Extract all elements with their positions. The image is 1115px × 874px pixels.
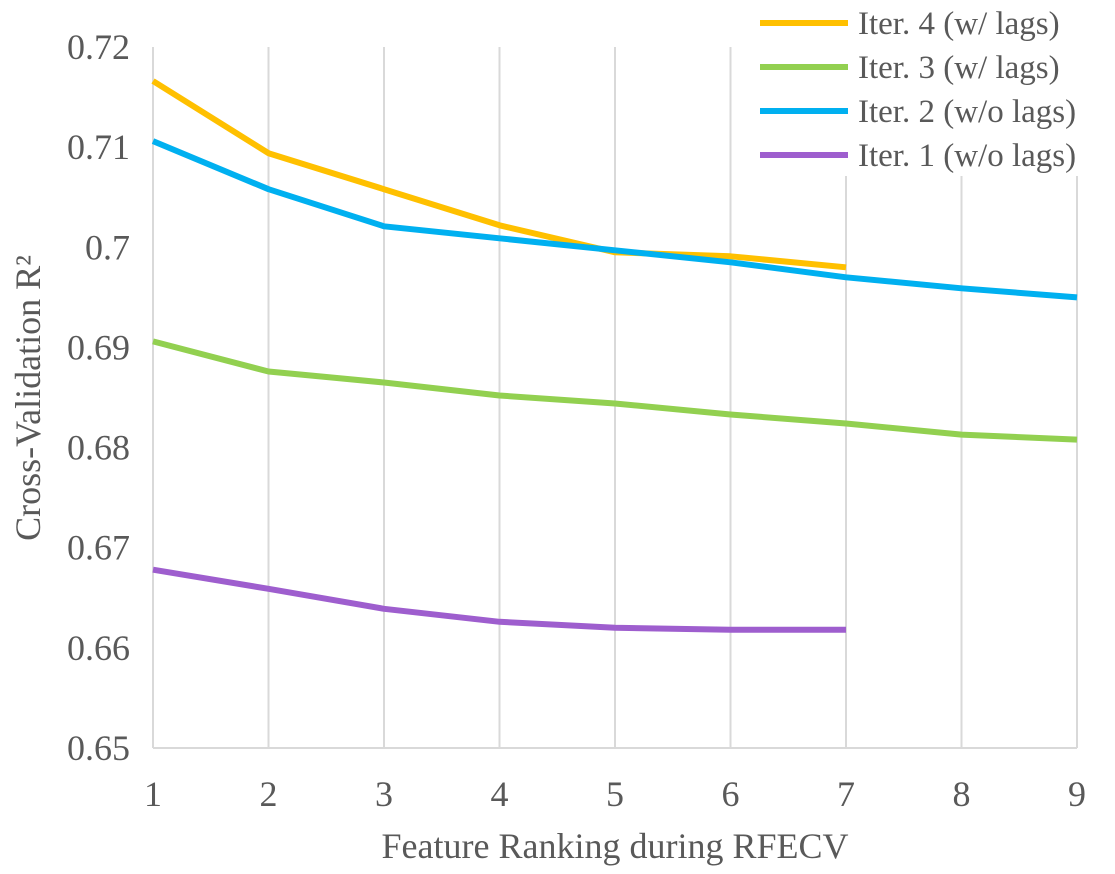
series-line-2 — [152, 338, 1078, 443]
x-tick-label: 5 — [606, 774, 624, 814]
y-tick-label: 0.71 — [67, 127, 130, 167]
axes — [152, 47, 1077, 749]
y-tick-label: 0.65 — [67, 728, 130, 768]
series-lines — [151, 78, 1078, 633]
series-line-4 — [152, 566, 846, 633]
x-tick-label: 6 — [722, 774, 740, 814]
legend-label-2: Iter. 3 (w/ lags) — [858, 50, 1060, 86]
y-tick-label: 0.69 — [67, 327, 130, 367]
x-tick-label: 3 — [375, 774, 393, 814]
legend: Iter. 4 (w/ lags) Iter. 3 (w/ lags) Iter. … — [745, 0, 1115, 176]
legend-label-3: Iter. 2 (w/o lags) — [858, 94, 1076, 130]
legend-label-4: Iter. 1 (w/o lags) — [858, 138, 1076, 174]
series-line-3 — [151, 138, 1078, 301]
y-tick-label: 0.67 — [67, 528, 130, 568]
series-line-1 — [151, 78, 847, 271]
x-tick-label: 7 — [837, 774, 855, 814]
y-tick-label: 0.66 — [67, 628, 130, 668]
y-axis-ticks: 0.65 0.66 0.67 0.68 0.69 0.7 0.71 0.72 — [67, 27, 130, 768]
legend-background — [745, 0, 1115, 176]
x-axis-ticks: 1 2 3 4 5 6 7 8 9 — [144, 774, 1086, 814]
x-tick-label: 2 — [260, 774, 278, 814]
y-tick-label: 0.68 — [67, 428, 130, 468]
y-axis-title: Cross-Validation R² — [8, 255, 48, 541]
x-tick-label: 4 — [491, 774, 509, 814]
x-tick-label: 9 — [1068, 774, 1086, 814]
legend-label-1: Iter. 4 (w/ lags) — [858, 6, 1060, 42]
x-tick-label: 8 — [953, 774, 971, 814]
x-tick-label: 1 — [144, 774, 162, 814]
y-tick-label: 0.7 — [85, 227, 130, 267]
y-tick-label: 0.72 — [67, 27, 130, 67]
x-axis-title: Feature Ranking during RFECV — [382, 826, 849, 866]
